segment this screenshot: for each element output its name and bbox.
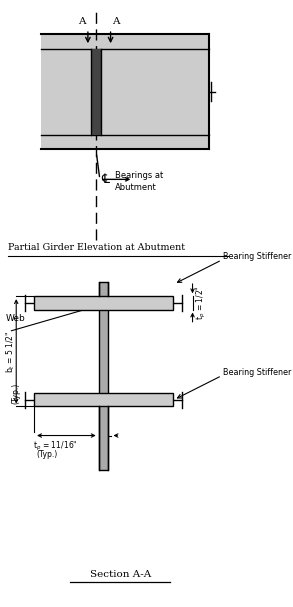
- Text: Bearing Stiffener: Bearing Stiffener: [223, 253, 292, 262]
- Text: t$_p$ = 1/2": t$_p$ = 1/2": [195, 285, 208, 320]
- Bar: [34, 296, 173, 310]
- Text: ℄: ℄: [101, 173, 109, 186]
- Bar: [34, 393, 173, 407]
- Text: Abutment: Abutment: [115, 183, 157, 192]
- Text: b$_t$ = 5 1/2": b$_t$ = 5 1/2": [5, 330, 17, 373]
- Text: (Typ.): (Typ.): [11, 383, 20, 404]
- Bar: [91, 49, 101, 135]
- Text: Partial Girder Elevation at Abutment: Partial Girder Elevation at Abutment: [8, 243, 185, 252]
- Text: Web: Web: [6, 314, 25, 324]
- Text: t$_p$ = 11/16": t$_p$ = 11/16": [33, 440, 78, 453]
- Bar: [99, 282, 108, 470]
- Bar: [41, 34, 209, 149]
- Text: (Typ.): (Typ.): [37, 450, 58, 459]
- Text: A: A: [112, 17, 120, 26]
- Text: Bearing Stiffener: Bearing Stiffener: [223, 368, 292, 377]
- Text: A: A: [78, 17, 86, 26]
- Text: Section A-A: Section A-A: [90, 570, 151, 579]
- Text: Bearings at: Bearings at: [115, 171, 163, 180]
